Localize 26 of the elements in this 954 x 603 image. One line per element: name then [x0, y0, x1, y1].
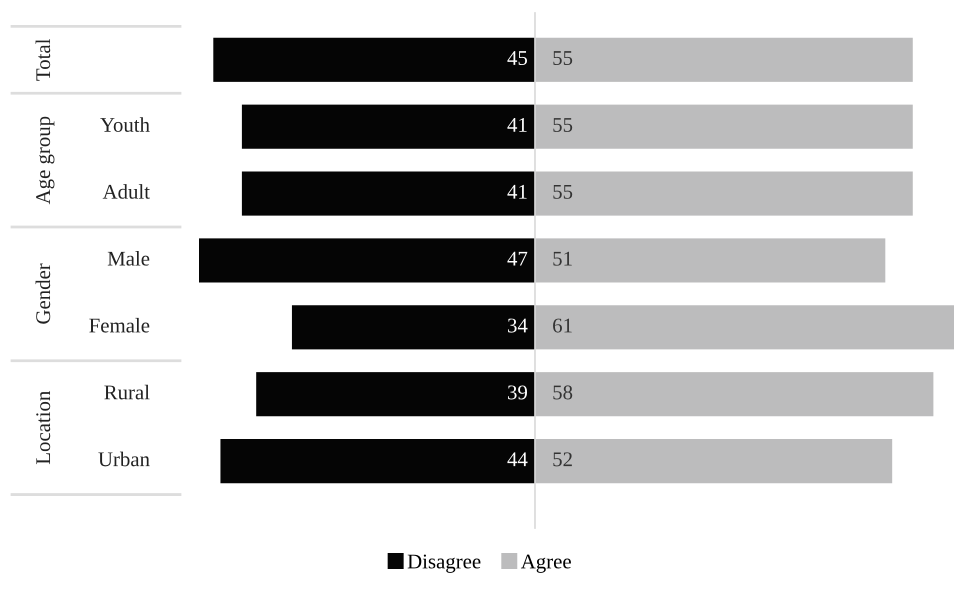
data-label: 44: [507, 452, 528, 466]
category-label: Youth: [100, 117, 150, 132]
data-label: 58: [553, 385, 572, 400]
category-label: Male: [108, 251, 150, 266]
data-label: 45: [507, 51, 528, 66]
data-label: 34: [508, 318, 528, 333]
category-label: Urban: [98, 452, 150, 466]
data-label: 52: [553, 452, 572, 466]
category-label: Female: [89, 318, 150, 333]
text: Location: [36, 390, 50, 464]
category-label: Rural: [104, 384, 150, 400]
data-label: 47: [507, 252, 528, 266]
data-label: 61: [553, 318, 572, 333]
text: Total: [36, 38, 50, 81]
text: Gender: [36, 263, 50, 324]
data-label: 55: [553, 184, 572, 199]
data-label: 41: [507, 184, 527, 199]
data-label: 55: [553, 118, 572, 132]
category-label: Adult: [102, 184, 150, 199]
data-label: 39: [508, 385, 527, 400]
data-label: 41: [507, 118, 527, 132]
text: Age group: [36, 116, 54, 204]
legend-label: Agree: [520, 554, 571, 573]
data-label: 51: [553, 252, 572, 266]
data-label: 55: [553, 51, 572, 66]
legend-label: Disagree: [408, 554, 480, 573]
